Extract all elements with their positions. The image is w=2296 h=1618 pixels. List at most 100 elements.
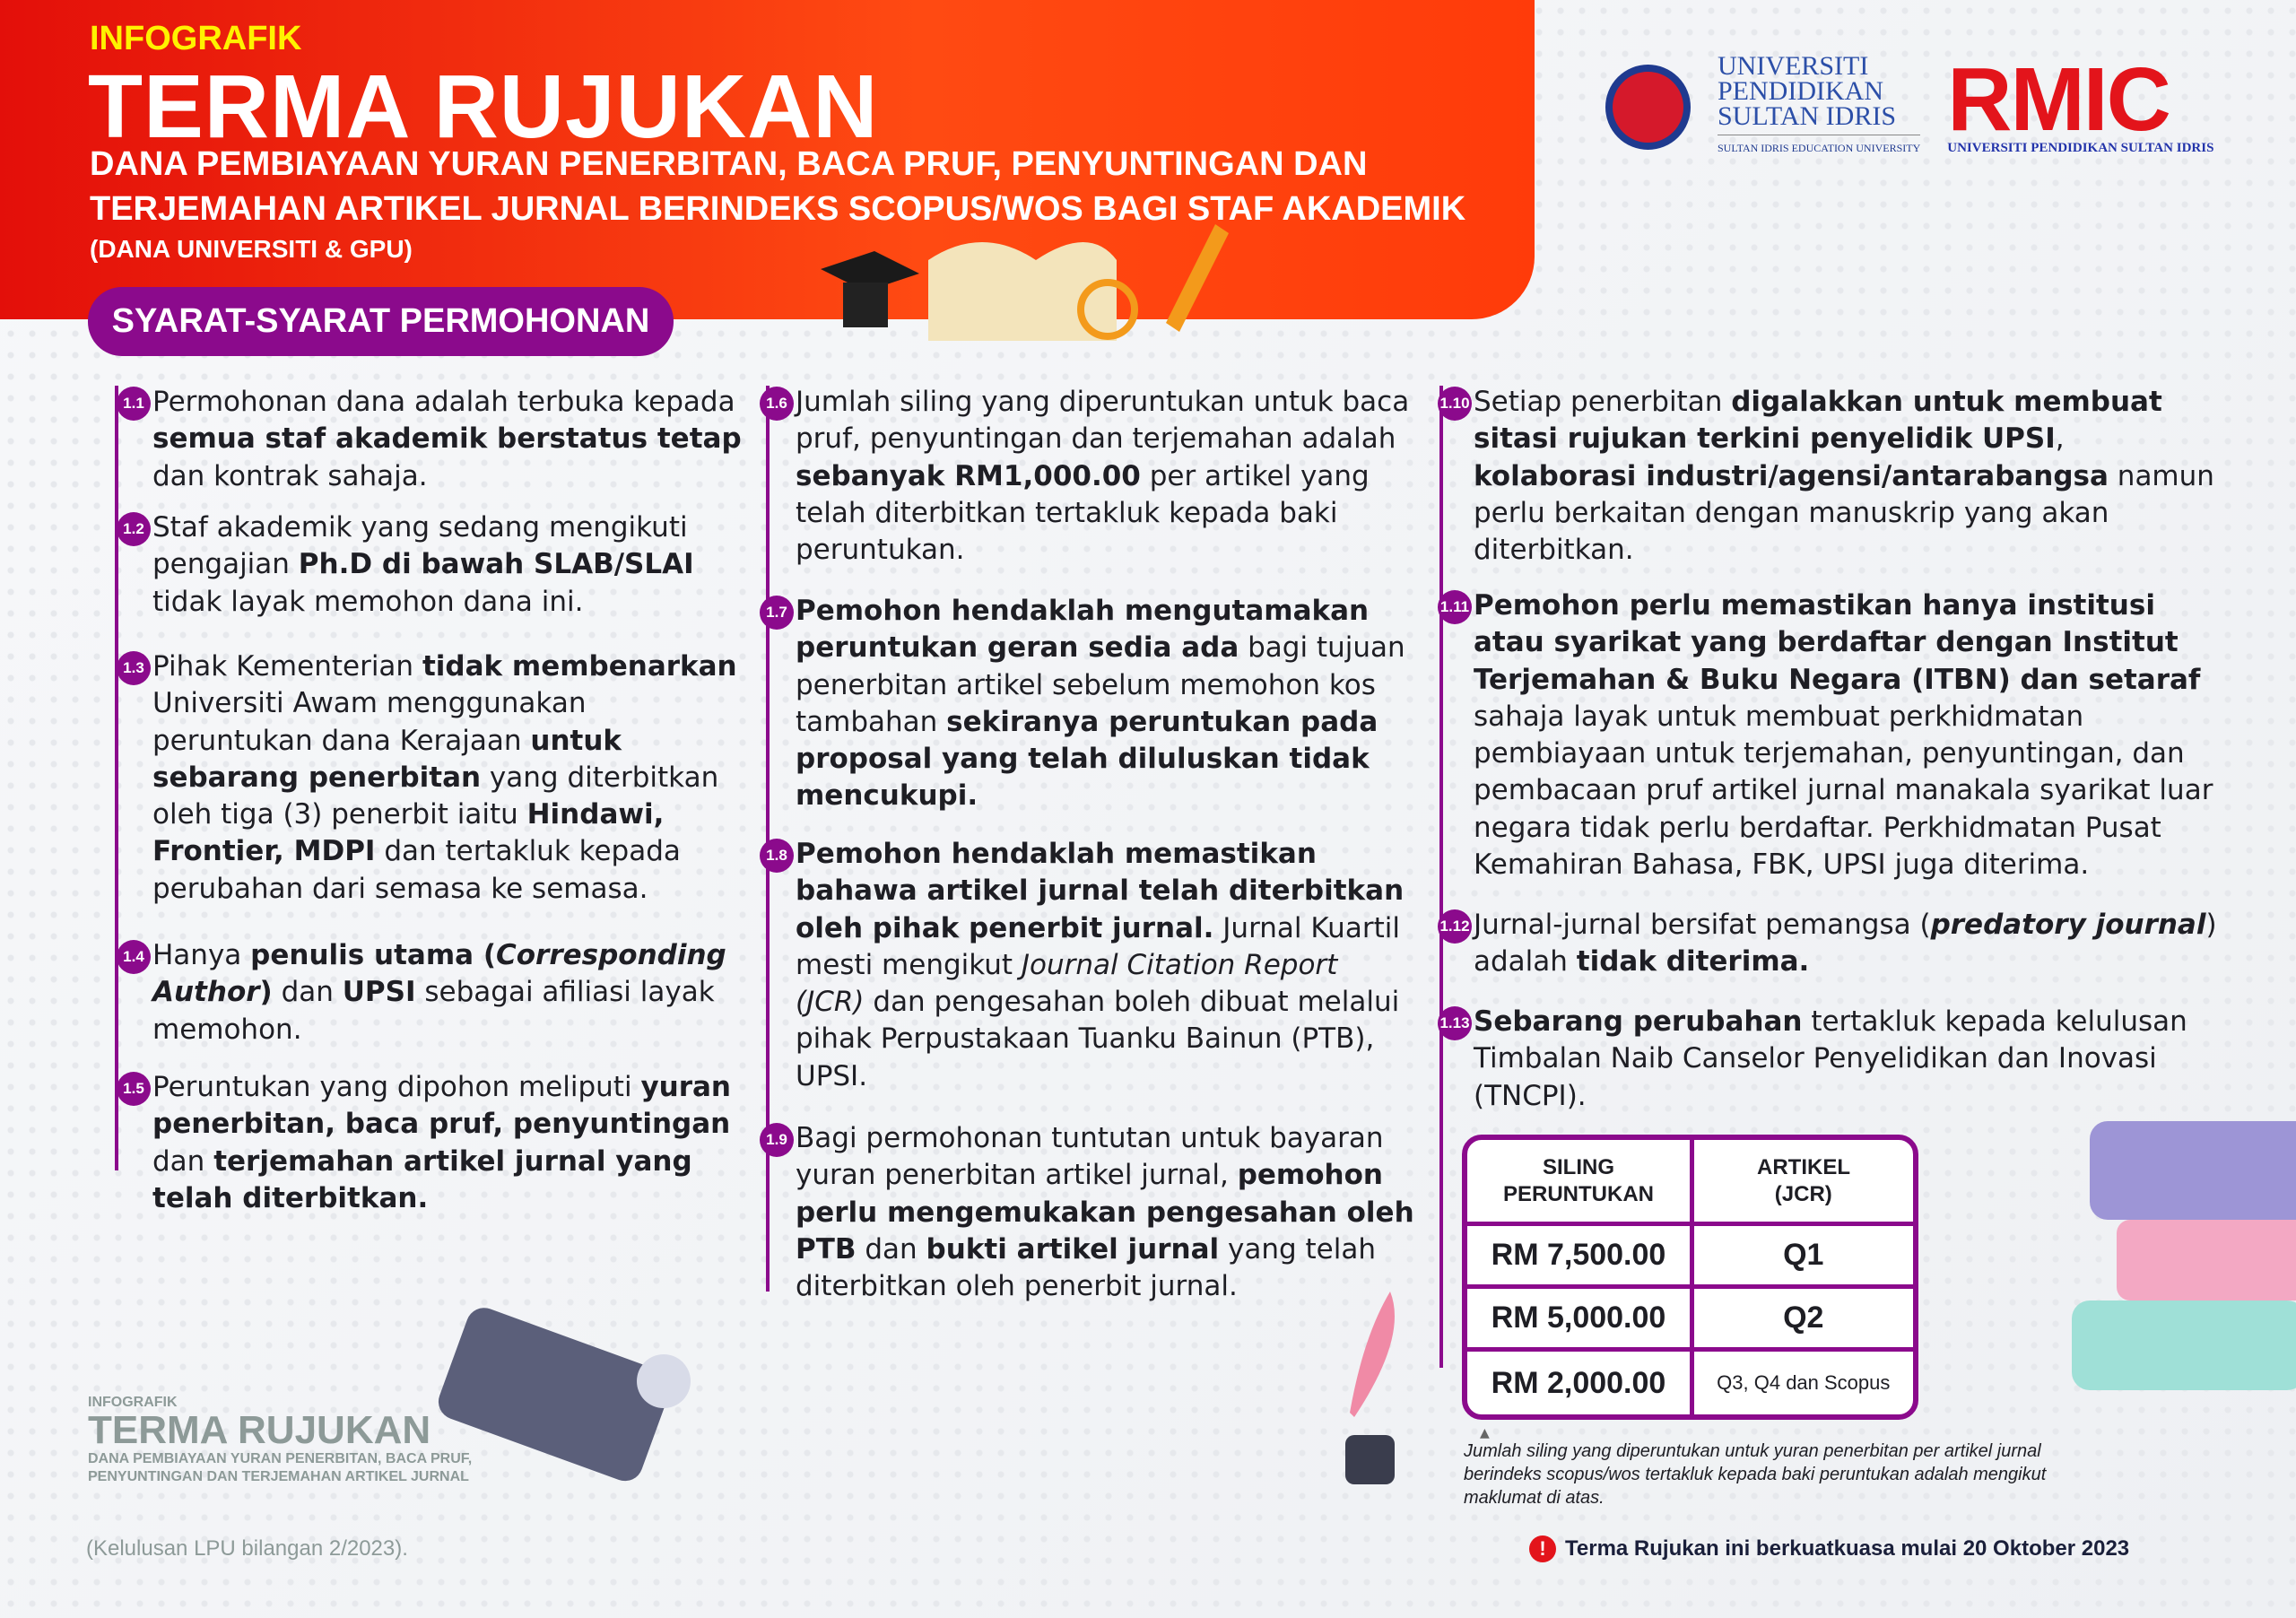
item-text: , bbox=[2055, 422, 2065, 456]
item-text: UPSI bbox=[342, 976, 416, 1009]
item-number-badge: 1.11 bbox=[1438, 590, 1472, 624]
item-text: Universiti Awam menggunakan peruntukan d… bbox=[152, 687, 587, 757]
item-text: Pemohon hendaklah mengutamakan peruntuka… bbox=[796, 595, 1370, 665]
item-text: Setiap penerbitan bbox=[1474, 386, 1732, 418]
requirement-item: 1.5 Peruntukan yang dipohon meliputi yura… bbox=[117, 1069, 744, 1217]
item-number-badge: 1.2 bbox=[117, 512, 151, 546]
item-text: yuran penerbitan, baca pruf, penyuntinga… bbox=[152, 1071, 731, 1141]
requirement-item: 1.9 Bagi permohonan tuntutan untuk bayara… bbox=[760, 1120, 1414, 1305]
item-number-badge: 1.8 bbox=[760, 839, 794, 873]
table-row: RM 7,500.00 Q1 bbox=[1467, 1226, 1913, 1289]
item-text: Pemohon perlu memastikan hanya institusi… bbox=[1474, 589, 2201, 696]
item-text: Journal Citation Report (JCR) bbox=[796, 948, 1338, 1019]
item-number-badge: 1.6 bbox=[760, 387, 794, 421]
item-text: sahaja layak untuk membuat perkhidmatan … bbox=[1474, 700, 2213, 882]
requirement-item: 1.1 Permohonan dana adalah terbuka kepada… bbox=[117, 384, 744, 495]
header-banner: INFOGRAFIK TERMA RUJUKAN DANA PEMBIAYAAN… bbox=[0, 0, 1535, 319]
item-text: kolaborasi industri/agensi/antarabangsa bbox=[1474, 459, 2109, 492]
item-text: bagi tujuan penerbitan artikel sebelum m… bbox=[796, 631, 1405, 738]
requirement-item: 1.7 Pemohon hendaklah mengutamakan perunt… bbox=[760, 593, 1414, 815]
item-text: dan bbox=[152, 1144, 214, 1178]
item-text: Peruntukan yang dipohon meliputi bbox=[152, 1071, 641, 1103]
item-text: predatory journal bbox=[1930, 909, 2206, 941]
requirement-item: 1.12 Jurnal-jurnal bersifat pemangsa (pre… bbox=[1438, 907, 2218, 981]
item-text: namun perlu berkaitan dengan manuskrip y… bbox=[1474, 459, 2214, 567]
table-row: RM 5,000.00 Q2 bbox=[1467, 1289, 1913, 1352]
logos: UNIVERSITI PENDIDIKAN SULTAN IDRIS SULTAN … bbox=[1605, 48, 2214, 161]
item-text: dan bbox=[856, 1232, 926, 1266]
effective-date: ! Terma Rujukan ini berkuatkuasa mulai 20… bbox=[1529, 1535, 2129, 1562]
page-title: TERMA RUJUKAN bbox=[88, 57, 879, 157]
requirement-item: 1.10 Setiap penerbitan digalakkan untuk m… bbox=[1438, 384, 2218, 569]
timeline-line bbox=[766, 386, 770, 1292]
item-text: sebagai afiliasi layak memohon. bbox=[152, 976, 715, 1046]
books-illustration bbox=[2072, 1121, 2296, 1390]
upsi-seal-logo bbox=[1605, 65, 1691, 150]
item-text: Jurnal-jurnal bersifat pemangsa ( bbox=[1474, 909, 1931, 941]
item-text: semua staf akademik berstatus tetap bbox=[152, 422, 742, 456]
footer-branding: INFOGRAFIK TERMA RUJUKAN DANA PEMBIAYAAN… bbox=[88, 1395, 473, 1484]
item-text: Staf akademik yang sedang mengikuti peng… bbox=[152, 511, 688, 581]
table-note: Jumlah siling yang diperuntukan untuk yu… bbox=[1464, 1441, 2047, 1508]
item-text: terjemahan artikel jurnal yang telah dit… bbox=[152, 1144, 692, 1214]
item-text: tidak diterima. bbox=[1576, 945, 1810, 979]
item-text: Ph.D di bawah SLAB/SLAI bbox=[298, 548, 694, 581]
requirement-item: 1.3 Pihak Kementerian tidak membenarkan U… bbox=[117, 648, 744, 908]
item-text: tertakluk kepada kelulusan Timbalan Naib… bbox=[1474, 1005, 2187, 1112]
feather-ink-illustration bbox=[1345, 1292, 1395, 1484]
item-text: penulis utama ( bbox=[250, 939, 496, 971]
requirement-item: 1.11 Pemohon perlu memastikan hanya insti… bbox=[1438, 587, 2218, 883]
item-text: tidak layak memohon dana ini. bbox=[152, 585, 584, 618]
item-text: Jurnal Kuartil mesti mengikut bbox=[796, 911, 1400, 981]
section-title: SYARAT-SYARAT PERMOHONAN bbox=[88, 287, 674, 356]
timeline-line bbox=[1439, 386, 1443, 1368]
item-text: pemohon perlu mengemukakan pengesahan ol… bbox=[796, 1159, 1414, 1266]
requirement-item: 1.8 Pemohon hendaklah memastikan bahawa a… bbox=[760, 836, 1414, 1095]
item-text: dan kontrak sahaja. bbox=[152, 459, 428, 492]
subtitle-fund: (DANA UNIVERSITI & GPU) bbox=[90, 235, 413, 263]
upsi-logo: UNIVERSITI PENDIDIKAN SULTAN IDRIS SULTAN … bbox=[1718, 53, 1921, 161]
exclamation-icon: ! bbox=[1529, 1535, 1556, 1562]
item-text: tidak membenarkan bbox=[422, 650, 737, 683]
item-number-badge: 1.12 bbox=[1438, 909, 1472, 944]
item-number-badge: 1.7 bbox=[760, 596, 794, 630]
item-text: Pemohon hendaklah memastikan bahawa arti… bbox=[796, 838, 1405, 944]
item-text: Hanya bbox=[152, 939, 251, 971]
item-text: dan tertakluk kepada perubahan dari sema… bbox=[152, 835, 681, 905]
approval-note: (Kelulusan LPU bilangan 2/2023). bbox=[86, 1536, 408, 1561]
requirement-item: 1.13 Sebarang perubahan tertakluk kepada … bbox=[1438, 1004, 2218, 1115]
item-number-badge: 1.10 bbox=[1438, 387, 1472, 421]
item-text: Permohonan dana adalah terbuka kepada bbox=[152, 386, 735, 418]
item-text: dan bbox=[272, 976, 343, 1009]
item-text: Corresponding Author bbox=[152, 939, 726, 1009]
table-row: RM 2,000.00 Q3, Q4 dan Scopus bbox=[1467, 1352, 1913, 1414]
subtitle: DANA PEMBIAYAAN YURAN PENERBITAN, BACA P… bbox=[90, 145, 1466, 228]
item-text: yang telah diterbitkan oleh penerbit jur… bbox=[796, 1232, 1376, 1303]
item-text: per artikel yang telah diterbitkan terta… bbox=[796, 459, 1370, 567]
item-text: Sebarang perubahan bbox=[1474, 1005, 1803, 1038]
item-number-badge: 1.1 bbox=[117, 387, 151, 421]
item-number-badge: 1.4 bbox=[117, 940, 151, 974]
rmic-logo: RMIC UNIVERSITI PENDIDIKAN SULTAN IDRIS bbox=[1947, 48, 2214, 155]
requirement-item: 1.6 Jumlah siling yang diperuntukan untuk… bbox=[760, 384, 1414, 569]
item-text: sebanyak RM1,000.00 bbox=[796, 459, 1141, 492]
item-text: Bagi permohonan tuntutan untuk bayaran y… bbox=[796, 1122, 1384, 1192]
item-number-badge: 1.13 bbox=[1438, 1006, 1472, 1040]
item-text: dan pengesahan boleh dibuat melalui piha… bbox=[796, 986, 1400, 1092]
item-text: bukti artikel jurnal bbox=[926, 1232, 1220, 1266]
item-text: untuk sebarang penerbitan bbox=[152, 724, 622, 794]
item-text: Jumlah siling yang diperuntukan untuk ba… bbox=[796, 386, 1410, 456]
item-number-badge: 1.3 bbox=[117, 651, 151, 685]
item-text: sekiranya peruntukan pada proposal yang … bbox=[796, 705, 1378, 813]
item-number-badge: 1.5 bbox=[117, 1072, 151, 1106]
item-text: digalakkan untuk membuat sitasi rujukan … bbox=[1474, 386, 2162, 456]
item-text: ) bbox=[259, 976, 273, 1009]
item-text: Pihak Kementerian bbox=[152, 650, 422, 683]
item-text: yang diterbitkan oleh tiga (3) penerbit … bbox=[152, 761, 719, 831]
item-text: ) adalah bbox=[1474, 909, 2217, 979]
typewriter-illustration bbox=[438, 1308, 691, 1482]
triangle-icon: ▲ bbox=[1480, 1426, 1490, 1440]
requirement-item: 1.4 Hanya penulis utama (Corresponding Au… bbox=[117, 937, 744, 1048]
item-number-badge: 1.9 bbox=[760, 1123, 794, 1157]
item-text: Hindawi, Frontier, MDPI bbox=[152, 798, 665, 868]
